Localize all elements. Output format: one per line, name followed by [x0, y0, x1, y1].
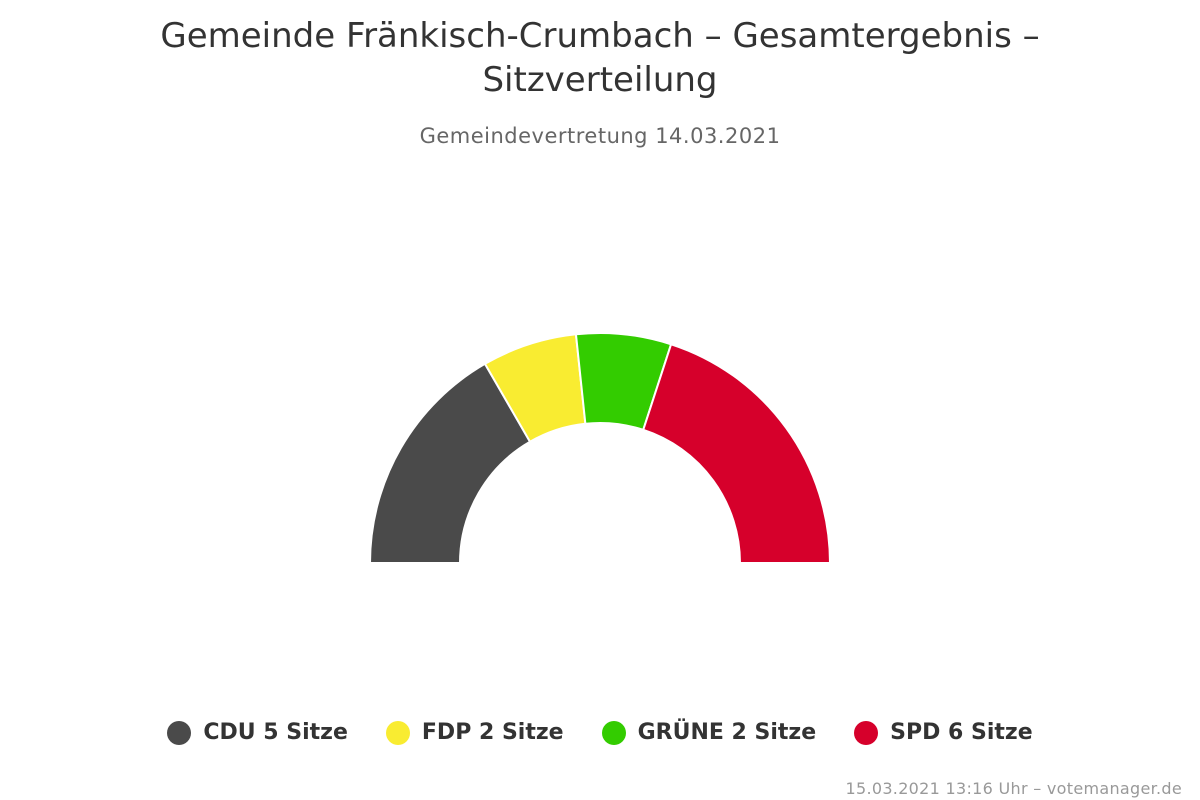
legend-label: FDP 2 Sitze: [421, 720, 564, 745]
legend-item-cdu[interactable]: CDU 5 Sitze: [167, 720, 348, 745]
legend-item-grüne[interactable]: GRÜNE 2 Sitze: [601, 720, 817, 745]
legend-marker-icon: [385, 720, 410, 745]
chart-legend: CDU 5 Sitze FDP 2 Sitze GRÜNE 2 Sitze SPD 6…: [0, 720, 1200, 745]
legend-item-fdp[interactable]: FDP 2 Sitze: [385, 720, 564, 745]
credits-text[interactable]: 15.03.2021 13:16 Uhr – votemanager.de: [845, 779, 1182, 798]
legend-item-spd[interactable]: SPD 6 Sitze: [854, 720, 1033, 745]
seat-slice-cdu[interactable]: [369, 362, 531, 564]
legend-marker-icon: [854, 720, 879, 745]
legend-label: CDU 5 Sitze: [203, 720, 348, 745]
chart-title-line2: Sitzverteilung: [482, 60, 718, 100]
seat-slice-spd[interactable]: [642, 343, 831, 564]
legend-marker-icon: [167, 720, 192, 745]
chart-title-line1: Gemeinde Fränkisch-Crumbach – Gesamterge…: [160, 16, 1040, 56]
legend-marker-icon: [601, 720, 626, 745]
chart-title: Gemeinde Fränkisch-Crumbach – Gesamterge…: [0, 14, 1200, 102]
legend-label: SPD 6 Sitze: [890, 720, 1033, 745]
legend-label: GRÜNE 2 Sitze: [637, 720, 817, 745]
chart-subtitle: Gemeindevertretung 14.03.2021: [419, 124, 781, 148]
